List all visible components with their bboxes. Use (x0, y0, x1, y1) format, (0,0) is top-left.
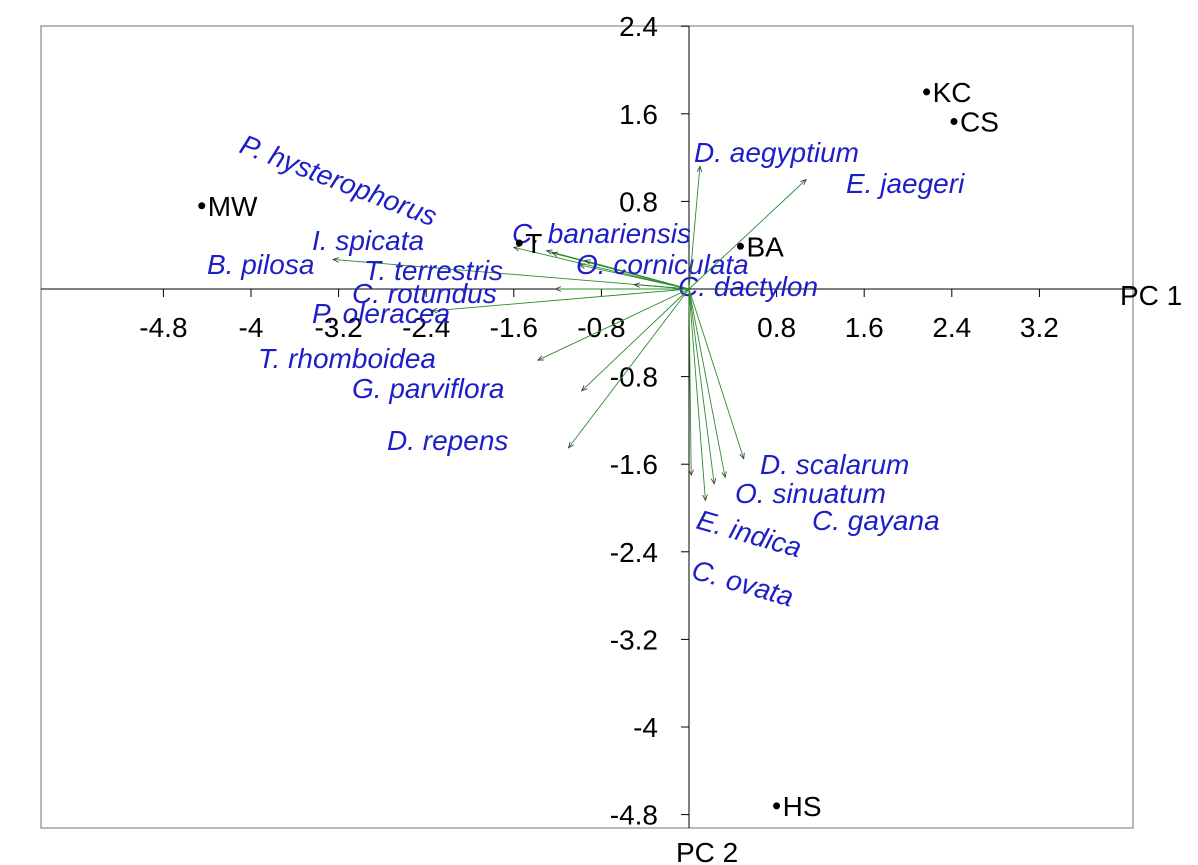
species-label: C. ovata (688, 554, 797, 613)
site-point (198, 202, 206, 210)
species-vector-line (333, 258, 690, 290)
site-point (950, 117, 958, 125)
species-vector-arrowhead (633, 282, 641, 288)
site-label: CS (960, 106, 999, 137)
species-vector-line (568, 288, 690, 449)
species-label: D. scalarum (760, 449, 909, 480)
y-tick-label: -4.8 (610, 800, 658, 831)
y-tick-label: -0.8 (610, 362, 658, 393)
species-vector-arrowhead (583, 259, 591, 265)
site-label: T (525, 228, 542, 259)
species-vector-arrowhead (800, 178, 807, 186)
species-label: T. terrestris (364, 255, 503, 286)
x-tick-label: -1.6 (490, 312, 538, 343)
species-vector-line (688, 288, 706, 501)
species-label: T. rhomboidea (258, 343, 436, 374)
species-label: B. pilosa (207, 249, 314, 280)
x-tick-label: -4.8 (139, 312, 187, 343)
species-vector-arrowhead (739, 452, 745, 460)
site-label: MW (208, 191, 258, 222)
species-vector-line (688, 288, 726, 478)
site-point (923, 88, 931, 96)
species-vector-line (537, 288, 690, 361)
species-vector-arrowhead (554, 286, 562, 292)
y-tick-label: -3.2 (610, 624, 658, 655)
species-label: P. oleracea (312, 298, 450, 329)
species-vector-arrowhead (545, 249, 553, 255)
species-label: E. indica (693, 504, 805, 563)
species-label: E. jaegeri (846, 168, 965, 199)
species-label: C. rotundus (352, 278, 497, 309)
x-tick-label: 1.6 (845, 312, 884, 343)
species-label: G. parviflora (352, 373, 505, 404)
species-vector-arrowhead (710, 478, 717, 485)
species-label: D. aegyptium (694, 137, 859, 168)
species-label: C. gayana (812, 505, 940, 536)
species-vector-line (688, 288, 692, 476)
y-tick-label: -1.6 (610, 449, 658, 480)
species-label: O. sinuatum (735, 478, 886, 509)
x-tick-label: 2.4 (932, 312, 971, 343)
species-vector-arrowhead (688, 469, 694, 477)
species-vector-arrowhead (536, 355, 544, 361)
y-tick-label: 1.6 (619, 99, 658, 130)
species-label: P. hysterophorus (236, 129, 441, 233)
axis-ticks: -4.8 -4 -3.2 -2.4 -1.6 -0.8 0.8 1.6 2.4 3.2 2.4 1.6… (139, 11, 1059, 830)
y-tick-label: -2.4 (610, 537, 658, 568)
species-label: D. repens (387, 425, 508, 456)
species-vector-arrowhead (696, 165, 703, 173)
x-tick-label: -3.2 (314, 312, 362, 343)
y-tick-label: -4 (633, 712, 658, 743)
species-label: C. banariensis (512, 218, 691, 249)
site-point (773, 802, 781, 810)
species-vector-line (688, 288, 715, 484)
species-vector-arrowhead (551, 251, 559, 257)
species-vector-line (513, 246, 690, 290)
plot-frame (40, 25, 1134, 829)
species-vector-line (634, 284, 690, 290)
species-vector-line (431, 288, 690, 312)
species-label: O. corniculata (576, 249, 749, 280)
species-vector-arrowhead (578, 263, 586, 269)
site-label: HS (783, 791, 822, 822)
species-vector-arrowhead (332, 257, 339, 263)
species-vector-arrowhead (512, 245, 520, 252)
species-vector-line (579, 264, 690, 290)
species-vector-line (688, 288, 745, 459)
x-tick-label: 3.2 (1020, 312, 1059, 343)
species-label: C. dactylon (678, 271, 818, 302)
x-axis-label: PC 1 (1120, 280, 1182, 311)
species-vector-arrowhead (702, 494, 708, 502)
species-vector-line (581, 288, 690, 392)
species-label: I. spicata (312, 225, 424, 256)
species-vector-arrowhead (567, 441, 574, 449)
axes (41, 26, 1133, 828)
site-point (736, 242, 744, 250)
species-vector-line (688, 179, 807, 290)
species-vector-line (584, 260, 690, 290)
x-tick-label: -2.4 (402, 312, 450, 343)
x-tick-label: 0.8 (757, 312, 796, 343)
y-tick-label: 0.8 (619, 186, 658, 217)
site-point (515, 239, 523, 247)
species-vector-arrowhead (721, 471, 727, 479)
y-tick-label: 2.4 (619, 11, 658, 42)
y-axis-label: PC 2 (676, 837, 738, 865)
species-vector-arrowhead (580, 385, 588, 392)
site-label: BA (746, 231, 784, 262)
species-vector-line (688, 166, 701, 290)
x-tick-label: -4 (239, 312, 264, 343)
site-label: KC (933, 77, 972, 108)
species-vector-arrowhead (430, 307, 438, 314)
